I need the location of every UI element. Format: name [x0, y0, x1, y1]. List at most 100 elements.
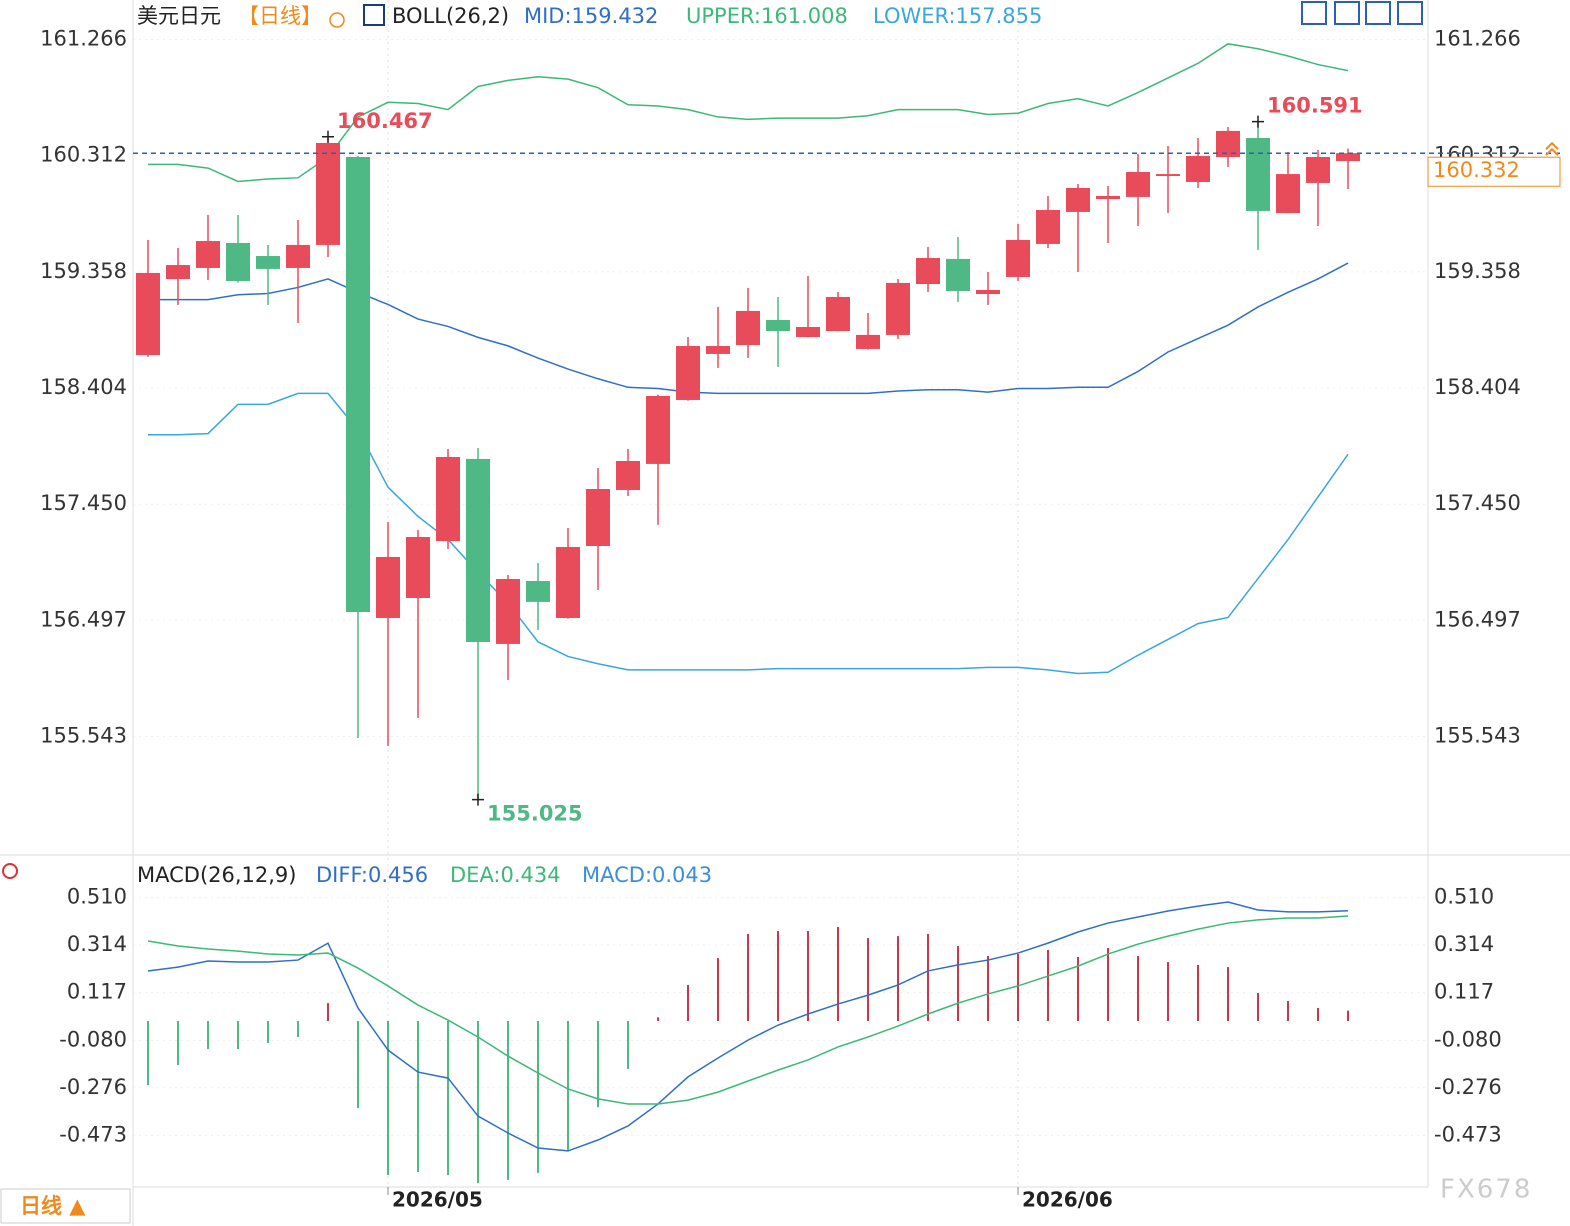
- candle-body: [346, 156, 370, 613]
- candle-body: [196, 241, 220, 268]
- y-tick-label-right: 155.543: [1434, 723, 1521, 747]
- candle-body: [1156, 174, 1180, 176]
- y-tick-label-right: 161.266: [1434, 26, 1521, 50]
- candle-body: [226, 242, 250, 281]
- candle-body: [916, 257, 940, 285]
- y-tick-label-right: 156.497: [1434, 607, 1521, 631]
- y-tick-label: -0.276: [59, 1075, 127, 1099]
- extreme-label: 160.591: [1267, 94, 1363, 118]
- extreme-label: 160.467: [337, 109, 433, 133]
- indicator-icon[interactable]: [363, 4, 385, 26]
- candle-body: [676, 346, 700, 400]
- period-label[interactable]: 【日线】: [238, 4, 322, 28]
- y-tick-label-right: 0.117: [1434, 980, 1494, 1004]
- y-tick-label: -0.080: [59, 1027, 127, 1051]
- last-price-arrow: [1545, 141, 1559, 156]
- extreme-marker: [472, 793, 484, 806]
- candle-body: [586, 489, 610, 547]
- candle-body: [406, 536, 430, 599]
- y-tick-label-right: 157.450: [1434, 491, 1521, 515]
- candle-body: [1036, 209, 1060, 244]
- chart-title: 美元日元: [137, 4, 221, 28]
- legend-diff: DIFF:0.456: [316, 863, 428, 887]
- y-tick-label-right: -0.276: [1434, 1075, 1502, 1099]
- legend-lower: LOWER:157.855: [873, 4, 1042, 28]
- y-tick-label: 0.117: [67, 980, 127, 1004]
- last-price-label: 160.332: [1433, 158, 1520, 182]
- boll-line: [148, 392, 1349, 675]
- candle-body: [1306, 156, 1330, 183]
- extreme-label: 155.025: [487, 802, 583, 826]
- x-tick-label: 2026/05: [392, 1188, 483, 1212]
- candle-body: [1246, 137, 1270, 211]
- candle-body: [736, 310, 760, 346]
- candle-body: [1126, 171, 1150, 197]
- settings-icon[interactable]: [329, 12, 345, 28]
- timeframe-label[interactable]: 日线 ▲: [20, 1194, 86, 1218]
- boll-line: [148, 43, 1349, 183]
- legend-upper: UPPER:161.008: [686, 4, 848, 28]
- y-tick-label: 157.450: [40, 491, 127, 515]
- extreme-marker: [322, 130, 334, 143]
- y-tick-label-right: -0.473: [1434, 1122, 1502, 1146]
- y-tick-label: 156.497: [40, 607, 127, 631]
- candle-body: [1006, 239, 1030, 277]
- macd-settings-icon[interactable]: [2, 863, 18, 879]
- y-tick-label: -0.473: [59, 1122, 127, 1146]
- macd-title: MACD(26,12,9): [137, 863, 297, 887]
- candle-body: [1276, 174, 1300, 214]
- watermark: FX678: [1440, 1175, 1532, 1205]
- y-tick-label: 159.358: [40, 259, 127, 283]
- legend-mid: MID:159.432: [524, 4, 658, 28]
- candle-body: [826, 296, 850, 332]
- candle-body: [946, 258, 970, 291]
- y-tick-label: 0.510: [67, 885, 127, 909]
- y-tick-label-right: 0.314: [1434, 932, 1494, 956]
- candle-body: [796, 327, 820, 338]
- y-tick-label-right: 159.358: [1434, 259, 1521, 283]
- candle-body: [556, 546, 580, 618]
- candle-body: [526, 580, 550, 602]
- macd-line: [147, 915, 1349, 1105]
- candle-body: [1336, 153, 1360, 162]
- y-tick-label: 161.266: [40, 26, 127, 50]
- macd-line: [147, 901, 1349, 1152]
- timeframe-button[interactable]: [0, 1188, 131, 1224]
- candle-body: [766, 319, 790, 332]
- y-tick-label: 158.404: [40, 375, 127, 399]
- candle-body: [436, 456, 460, 542]
- toolbar[interactable]: [1301, 1, 1423, 25]
- legend-macd: MACD:0.043: [582, 863, 712, 887]
- candle-body: [886, 282, 910, 335]
- candle-body: [1066, 187, 1090, 212]
- candle-body: [1186, 156, 1210, 182]
- candle-body: [856, 334, 880, 349]
- y-tick-label-right: -0.080: [1434, 1027, 1502, 1051]
- candle-body: [1096, 195, 1120, 200]
- y-tick-label: 160.312: [40, 143, 127, 167]
- y-tick-label-right: 0.510: [1434, 885, 1494, 909]
- candle-body: [256, 256, 280, 269]
- extreme-marker: [1252, 115, 1264, 128]
- candle-body: [1216, 130, 1240, 157]
- candle-body: [496, 579, 520, 644]
- y-tick-label-right: 158.404: [1434, 375, 1521, 399]
- legend-dea: DEA:0.434: [450, 863, 561, 887]
- candle-body: [976, 289, 1000, 295]
- last-price-tag: [1427, 156, 1561, 187]
- candle-body: [706, 346, 730, 354]
- y-tick-label: 0.314: [67, 932, 127, 956]
- candle-body: [316, 142, 340, 245]
- candle-body: [616, 460, 640, 490]
- candle-body: [166, 265, 190, 280]
- indicator-label: BOLL(26,2): [392, 4, 509, 28]
- x-tick-label: 2026/06: [1022, 1188, 1113, 1212]
- candle-body: [136, 272, 160, 356]
- y-tick-label: 155.543: [40, 723, 127, 747]
- candle-body: [376, 556, 400, 618]
- candle-body: [286, 244, 310, 268]
- candle-body: [466, 458, 490, 642]
- candle-body: [646, 395, 670, 464]
